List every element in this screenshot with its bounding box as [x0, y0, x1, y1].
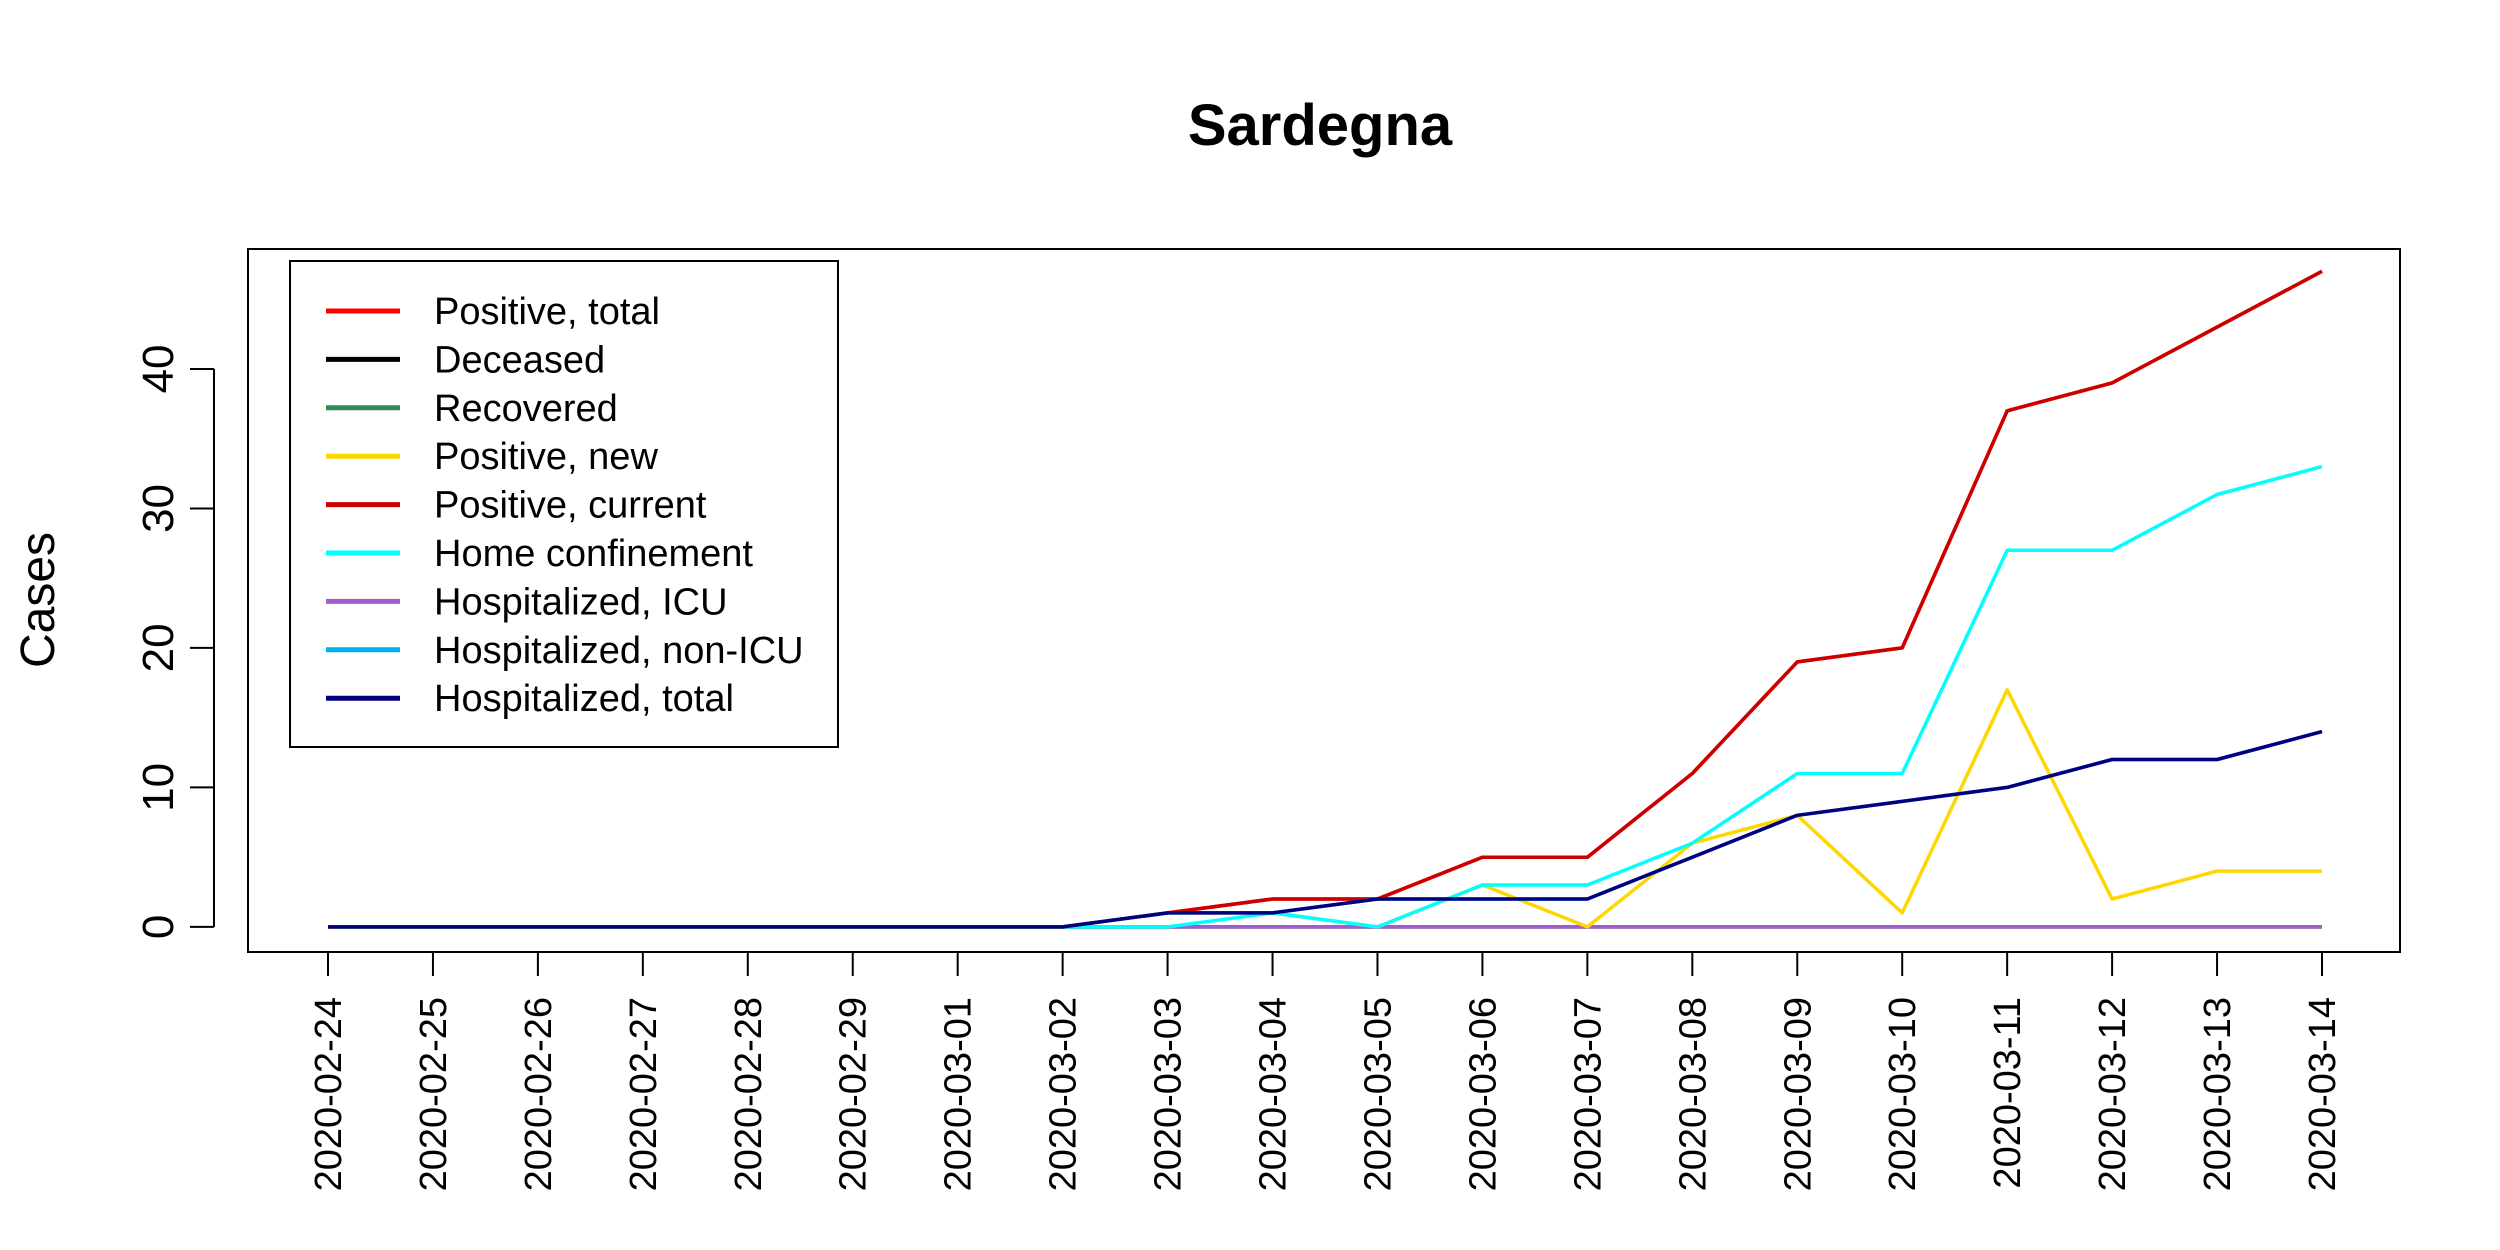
- y-axis: 0 10 20 30 40: [134, 344, 215, 939]
- series-lines: [328, 269, 2323, 929]
- legend-entry-label: Hospitalized, total: [434, 678, 734, 720]
- legend-entry-label: Recovered: [434, 388, 618, 430]
- legend-entry-label: Deceased: [434, 339, 605, 381]
- x-tick-label: 2020-02-24: [308, 997, 350, 1191]
- y-tick-label: 40: [134, 344, 183, 393]
- x-tick-label: 2020-02-25: [413, 997, 455, 1191]
- chart-title: Sardegna: [1188, 93, 1453, 158]
- legend-entry-label: Home confinement: [434, 533, 753, 575]
- legend: Positive, total Deceased Recovered Positive…: [289, 260, 839, 748]
- x-tick-label: 2020-03-06: [1462, 997, 1504, 1191]
- y-tick-label: 0: [134, 915, 183, 939]
- y-axis-label: Cases: [12, 532, 65, 668]
- y-tick-label: 10: [134, 763, 183, 812]
- x-tick-label: 2020-03-01: [938, 997, 980, 1191]
- legend-entry-label: Positive, new: [434, 436, 658, 478]
- x-tick-label: 2020-03-12: [2092, 997, 2134, 1191]
- x-tick-label: 2020-03-05: [1357, 997, 1399, 1191]
- x-tick-label: 2020-03-13: [2197, 997, 2239, 1191]
- x-tick-label: 2020-03-07: [1567, 997, 1609, 1191]
- x-axis: 2020-02-24 2020-02-25 2020-02-26 2020-02-27…: [308, 951, 2344, 1191]
- x-tick-label: 2020-03-02: [1043, 997, 1085, 1191]
- legend-entry-label: Positive, total: [434, 291, 660, 333]
- y-tick-label: 30: [134, 484, 183, 533]
- x-tick-label: 2020-03-08: [1672, 997, 1714, 1191]
- legend-entry-label: Hospitalized, non-ICU: [434, 630, 804, 672]
- y-tick-label: 20: [134, 623, 183, 672]
- x-tick-label: 2020-02-29: [833, 997, 875, 1191]
- x-tick-label: 2020-03-11: [1987, 997, 2029, 1189]
- x-tick-label: 2020-02-28: [728, 997, 770, 1191]
- legend-entry-label: Hospitalized, ICU: [434, 581, 728, 623]
- x-tick-label: 2020-03-09: [1777, 997, 1819, 1191]
- x-tick-label: 2020-03-03: [1148, 997, 1190, 1191]
- x-tick-label: 2020-02-27: [623, 997, 665, 1191]
- x-tick-label: 2020-03-10: [1882, 997, 1924, 1191]
- series-line: [328, 729, 2323, 929]
- legend-entry-label: Positive, current: [434, 485, 707, 527]
- x-tick-label: 2020-03-04: [1253, 997, 1295, 1191]
- x-tick-label: 2020-02-26: [518, 997, 560, 1191]
- x-tick-label: 2020-03-14: [2302, 997, 2344, 1191]
